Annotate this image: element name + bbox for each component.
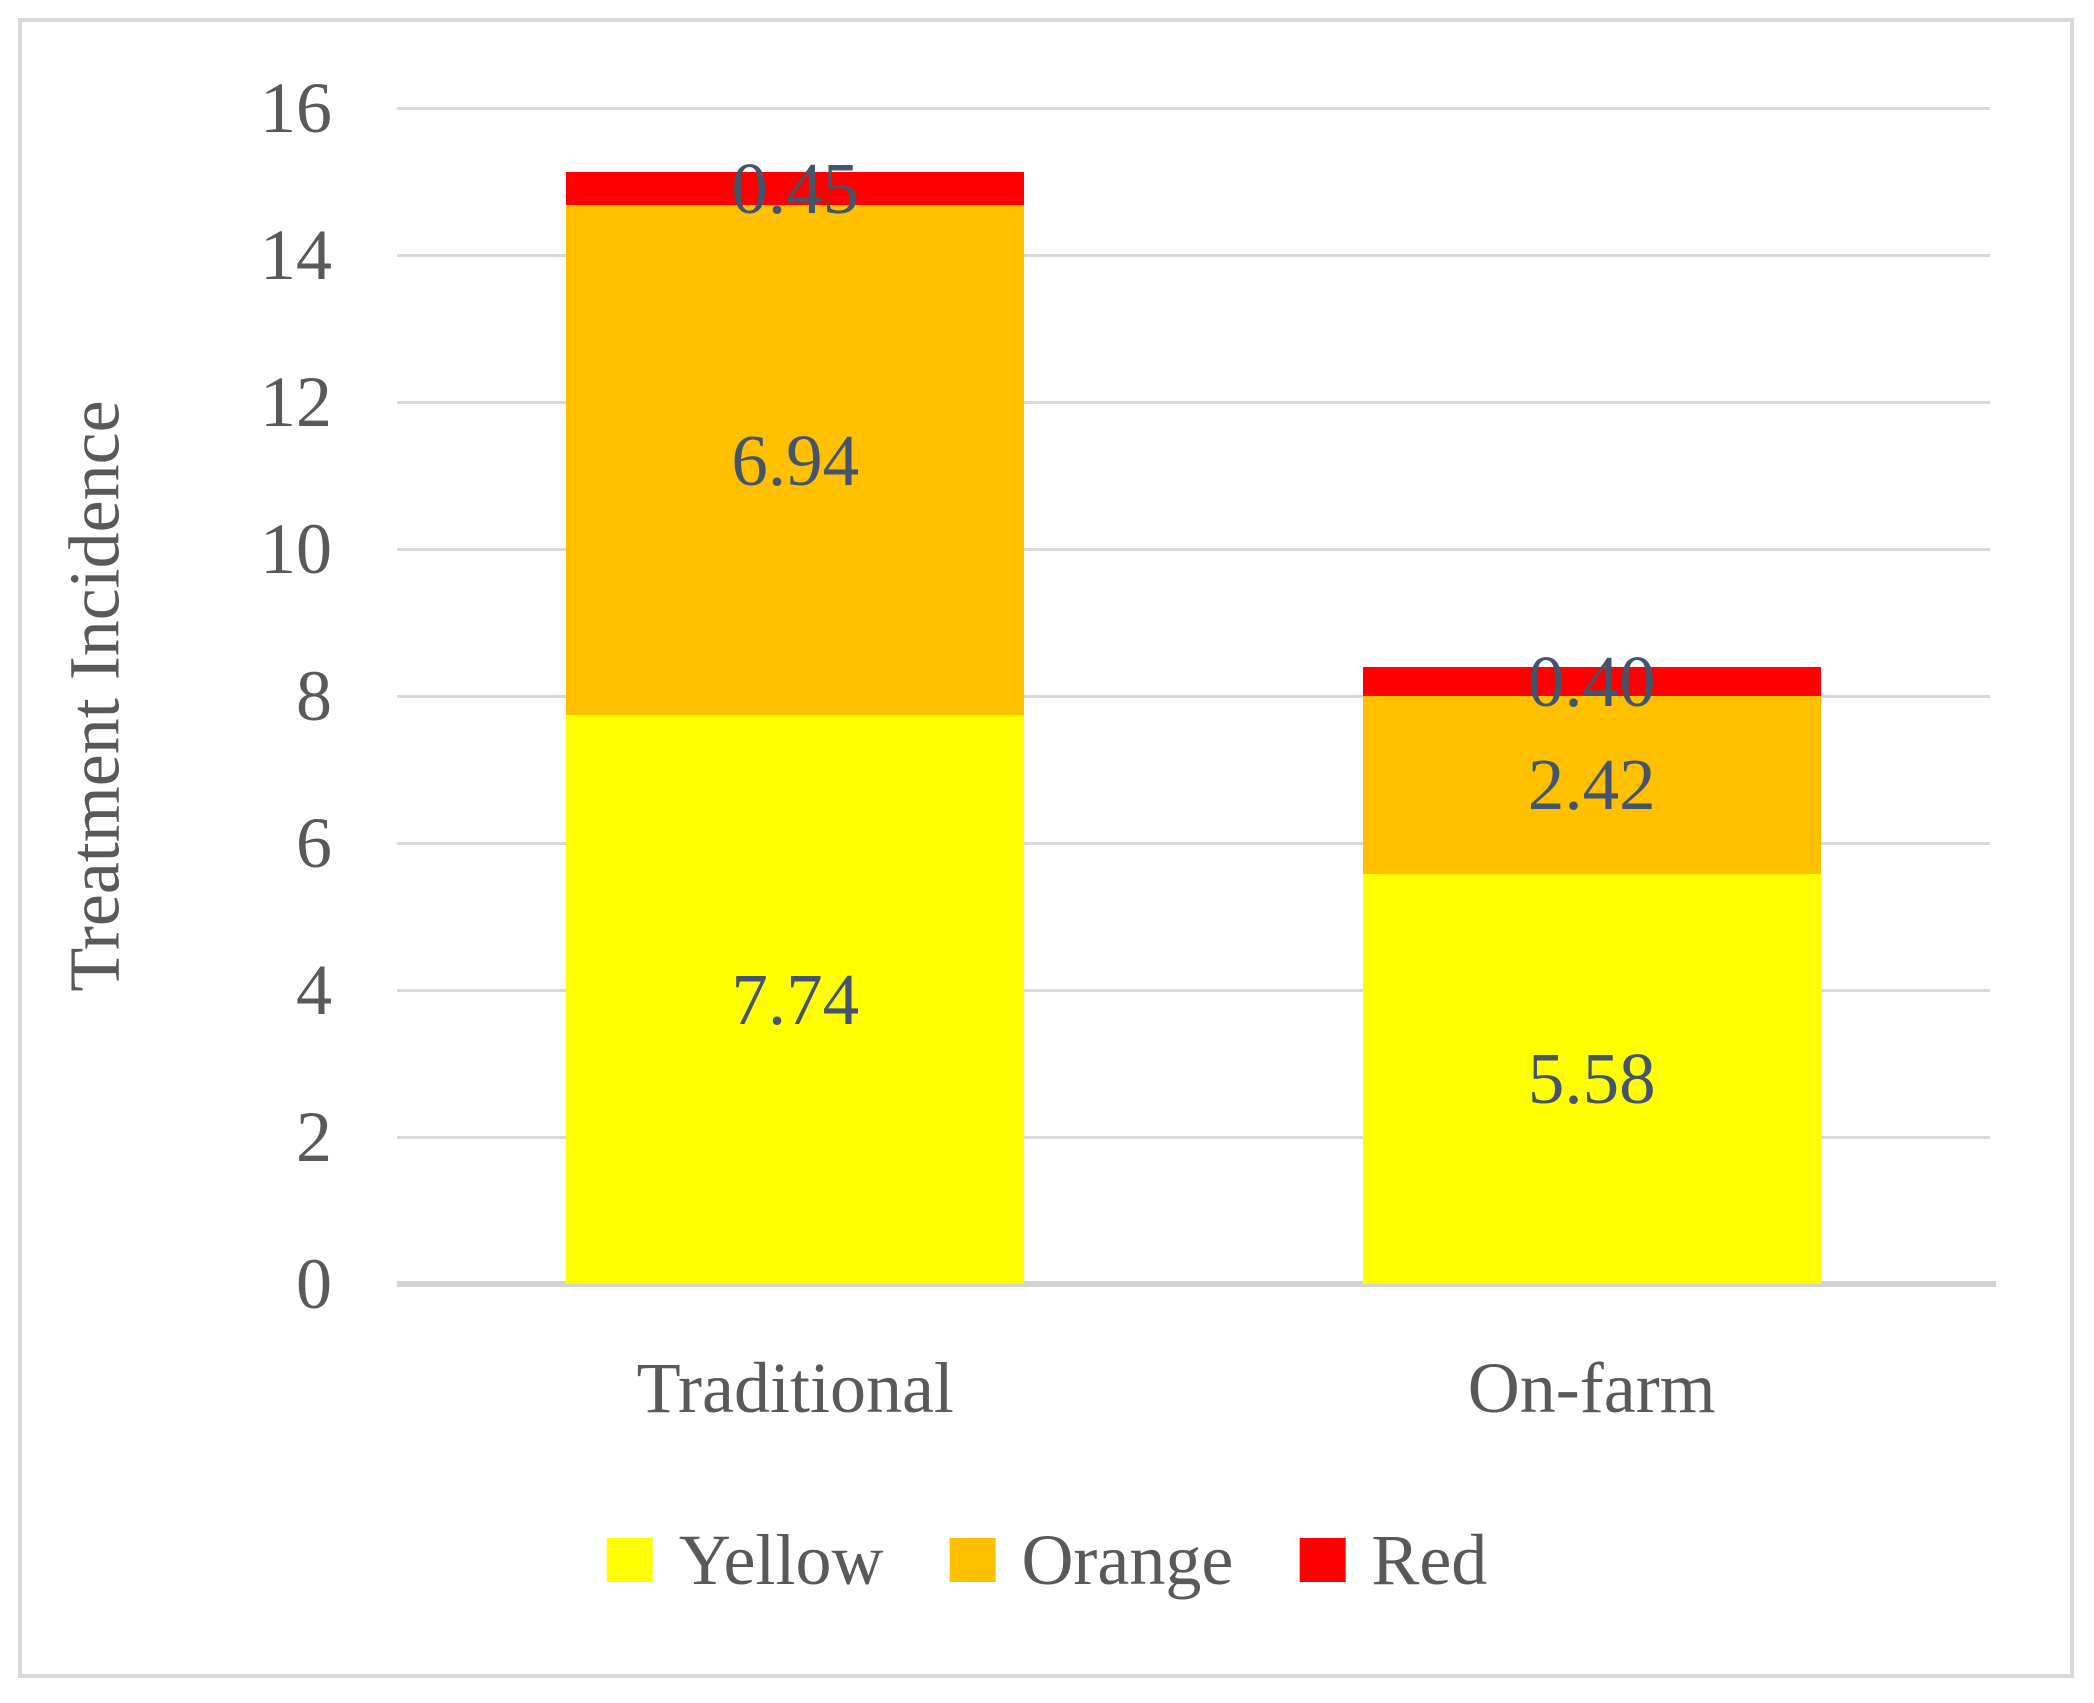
- y-tick-label-6: 6: [296, 803, 332, 883]
- legend-marker-yellow-icon: [606, 1538, 653, 1582]
- gridline-y16: [397, 106, 1990, 110]
- x-category-label-on-farm: On-farm: [1467, 1348, 1716, 1428]
- gridline-y14: [397, 253, 1990, 257]
- gridline-y6: [397, 841, 1990, 845]
- data-label: 6.94: [731, 419, 860, 501]
- data-label: 7.74: [731, 959, 860, 1041]
- data-label: 2.42: [1527, 744, 1656, 826]
- legend-label-yellow: Yellow: [678, 1520, 884, 1600]
- legend: Yellow Orange Red: [606, 1520, 1487, 1600]
- legend-marker-orange-icon: [949, 1538, 996, 1582]
- data-label: 0.40: [1527, 640, 1656, 722]
- legend-item-yellow: Yellow: [606, 1520, 884, 1600]
- bar-segment-on-farm-red: 0.40: [1362, 640, 1821, 722]
- data-label: 0.45: [731, 148, 860, 229]
- gridline-y12: [397, 400, 1990, 404]
- bar-segment-traditional-yellow: 7.74: [566, 715, 1025, 1284]
- legend-marker-red-icon: [1299, 1538, 1346, 1582]
- x-category-label-traditional: Traditional: [636, 1348, 954, 1428]
- y-tick-label-14: 14: [260, 215, 332, 295]
- x-axis-line: [397, 1281, 1997, 1287]
- gridline-y10: [397, 547, 1990, 551]
- y-tick-label-12: 12: [260, 362, 332, 442]
- gridline-y4: [397, 988, 1990, 992]
- y-tick-label-10: 10: [260, 509, 332, 589]
- plot-area: 7.74 6.94 0.45 5.58 2.42 0.40: [397, 106, 1997, 1287]
- y-tick-label-16: 16: [260, 68, 332, 148]
- legend-label-red: Red: [1371, 1520, 1488, 1600]
- y-tick-label-2: 2: [296, 1097, 332, 1177]
- legend-label-orange: Orange: [1021, 1520, 1234, 1600]
- legend-item-red: Red: [1299, 1524, 1487, 1596]
- bar-segment-on-farm-yellow: 5.58: [1362, 873, 1821, 1284]
- bar-segment-traditional-orange: 6.94: [566, 205, 1025, 716]
- bar-segment-traditional-red: 0.45: [566, 148, 1025, 229]
- data-label: 5.58: [1527, 1038, 1656, 1120]
- gridline-y8: [397, 694, 1990, 698]
- gridline-y2: [397, 1135, 1990, 1139]
- y-tick-label-0: 0: [296, 1244, 332, 1324]
- y-tick-label-8: 8: [296, 656, 332, 736]
- bar-segment-on-farm-orange: 2.42: [1362, 696, 1821, 874]
- y-tick-label-4: 4: [296, 950, 332, 1030]
- legend-item-orange: Orange: [949, 1524, 1233, 1596]
